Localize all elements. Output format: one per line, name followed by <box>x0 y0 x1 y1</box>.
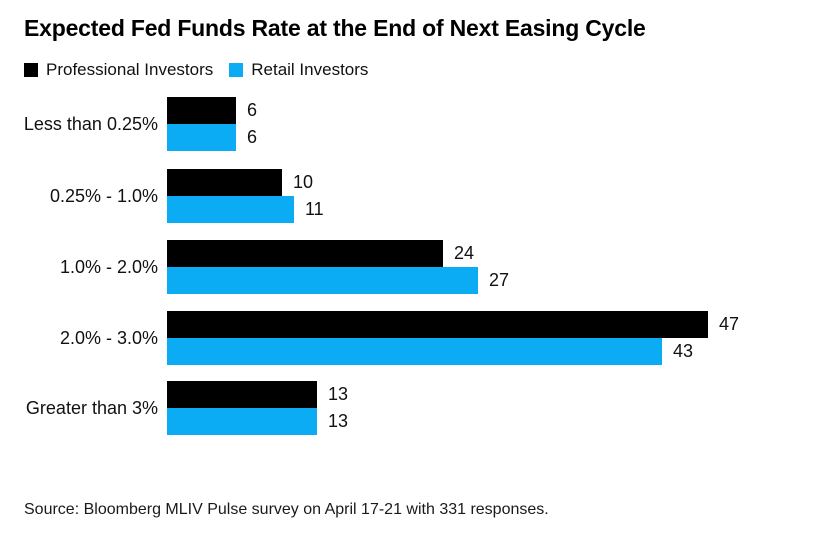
bar-retail-investors <box>167 267 478 294</box>
category-group: Greater than 3% 13 13 <box>0 381 832 435</box>
bar-row: 13 <box>167 408 832 435</box>
bar-row: 27 <box>167 267 832 294</box>
bar-rows: 47 43 <box>167 311 832 365</box>
bar-retail-investors <box>167 408 317 435</box>
legend-label: Professional Investors <box>46 60 214 79</box>
bar-row: 6 <box>167 97 832 124</box>
bar-value-label: 24 <box>454 243 475 263</box>
category-label: Less than 0.25% <box>23 113 158 134</box>
bar-professional-investors <box>167 97 236 124</box>
category-group: 1.0% - 2.0% 24 27 <box>0 240 832 294</box>
category-group: Less than 0.25% 6 6 <box>0 97 832 151</box>
bar-value-label: 47 <box>719 314 740 334</box>
bar-value-label: 13 <box>328 411 349 431</box>
bar-row: 24 <box>167 240 832 267</box>
bar-rows: 10 11 <box>167 169 832 223</box>
bar-rows: 24 27 <box>167 240 832 294</box>
bar-retail-investors <box>167 124 236 151</box>
bar-value-label: 27 <box>489 270 510 290</box>
category-group: 0.25% - 1.0% 10 11 <box>0 169 832 223</box>
bar-value-label: 6 <box>247 100 258 120</box>
legend-label: Retail Investors <box>251 60 369 79</box>
bar-retail-investors <box>167 196 294 223</box>
category-label: 0.25% - 1.0% <box>49 185 158 206</box>
bar-professional-investors <box>167 381 317 408</box>
category-label: Greater than 3% <box>25 397 158 418</box>
legend-item-retail: Retail Investors <box>229 60 368 80</box>
source-note: Source: Bloomberg MLIV Pulse survey on A… <box>24 501 549 518</box>
bar-professional-investors <box>167 169 282 196</box>
bar-row: 47 <box>167 311 832 338</box>
bar-retail-investors <box>167 338 662 365</box>
bar-row: 10 <box>167 169 832 196</box>
bar-row: 13 <box>167 381 832 408</box>
bar-value-label: 43 <box>673 341 694 361</box>
bar-rows: 13 13 <box>167 381 832 435</box>
category-group: 2.0% - 3.0% 47 43 <box>0 311 832 365</box>
bar-value-label: 13 <box>328 384 349 404</box>
bar-professional-investors <box>167 240 443 267</box>
chart-title: Expected Fed Funds Rate at the End of Ne… <box>24 15 646 41</box>
legend-item-professional: Professional Investors <box>24 60 213 80</box>
legend: Professional Investors Retail Investors <box>24 60 368 80</box>
bar-value-label: 6 <box>247 127 258 147</box>
category-label: 1.0% - 2.0% <box>59 256 158 277</box>
legend-swatch-icon <box>229 63 244 77</box>
bar-row: 6 <box>167 124 832 151</box>
bar-professional-investors <box>167 311 708 338</box>
bar-value-label: 10 <box>293 172 314 192</box>
bar-value-label: 11 <box>305 199 324 219</box>
bar-row: 43 <box>167 338 832 365</box>
legend-swatch-icon <box>24 63 38 77</box>
bar-row: 11 <box>167 196 832 223</box>
category-label: 2.0% - 3.0% <box>59 327 158 348</box>
